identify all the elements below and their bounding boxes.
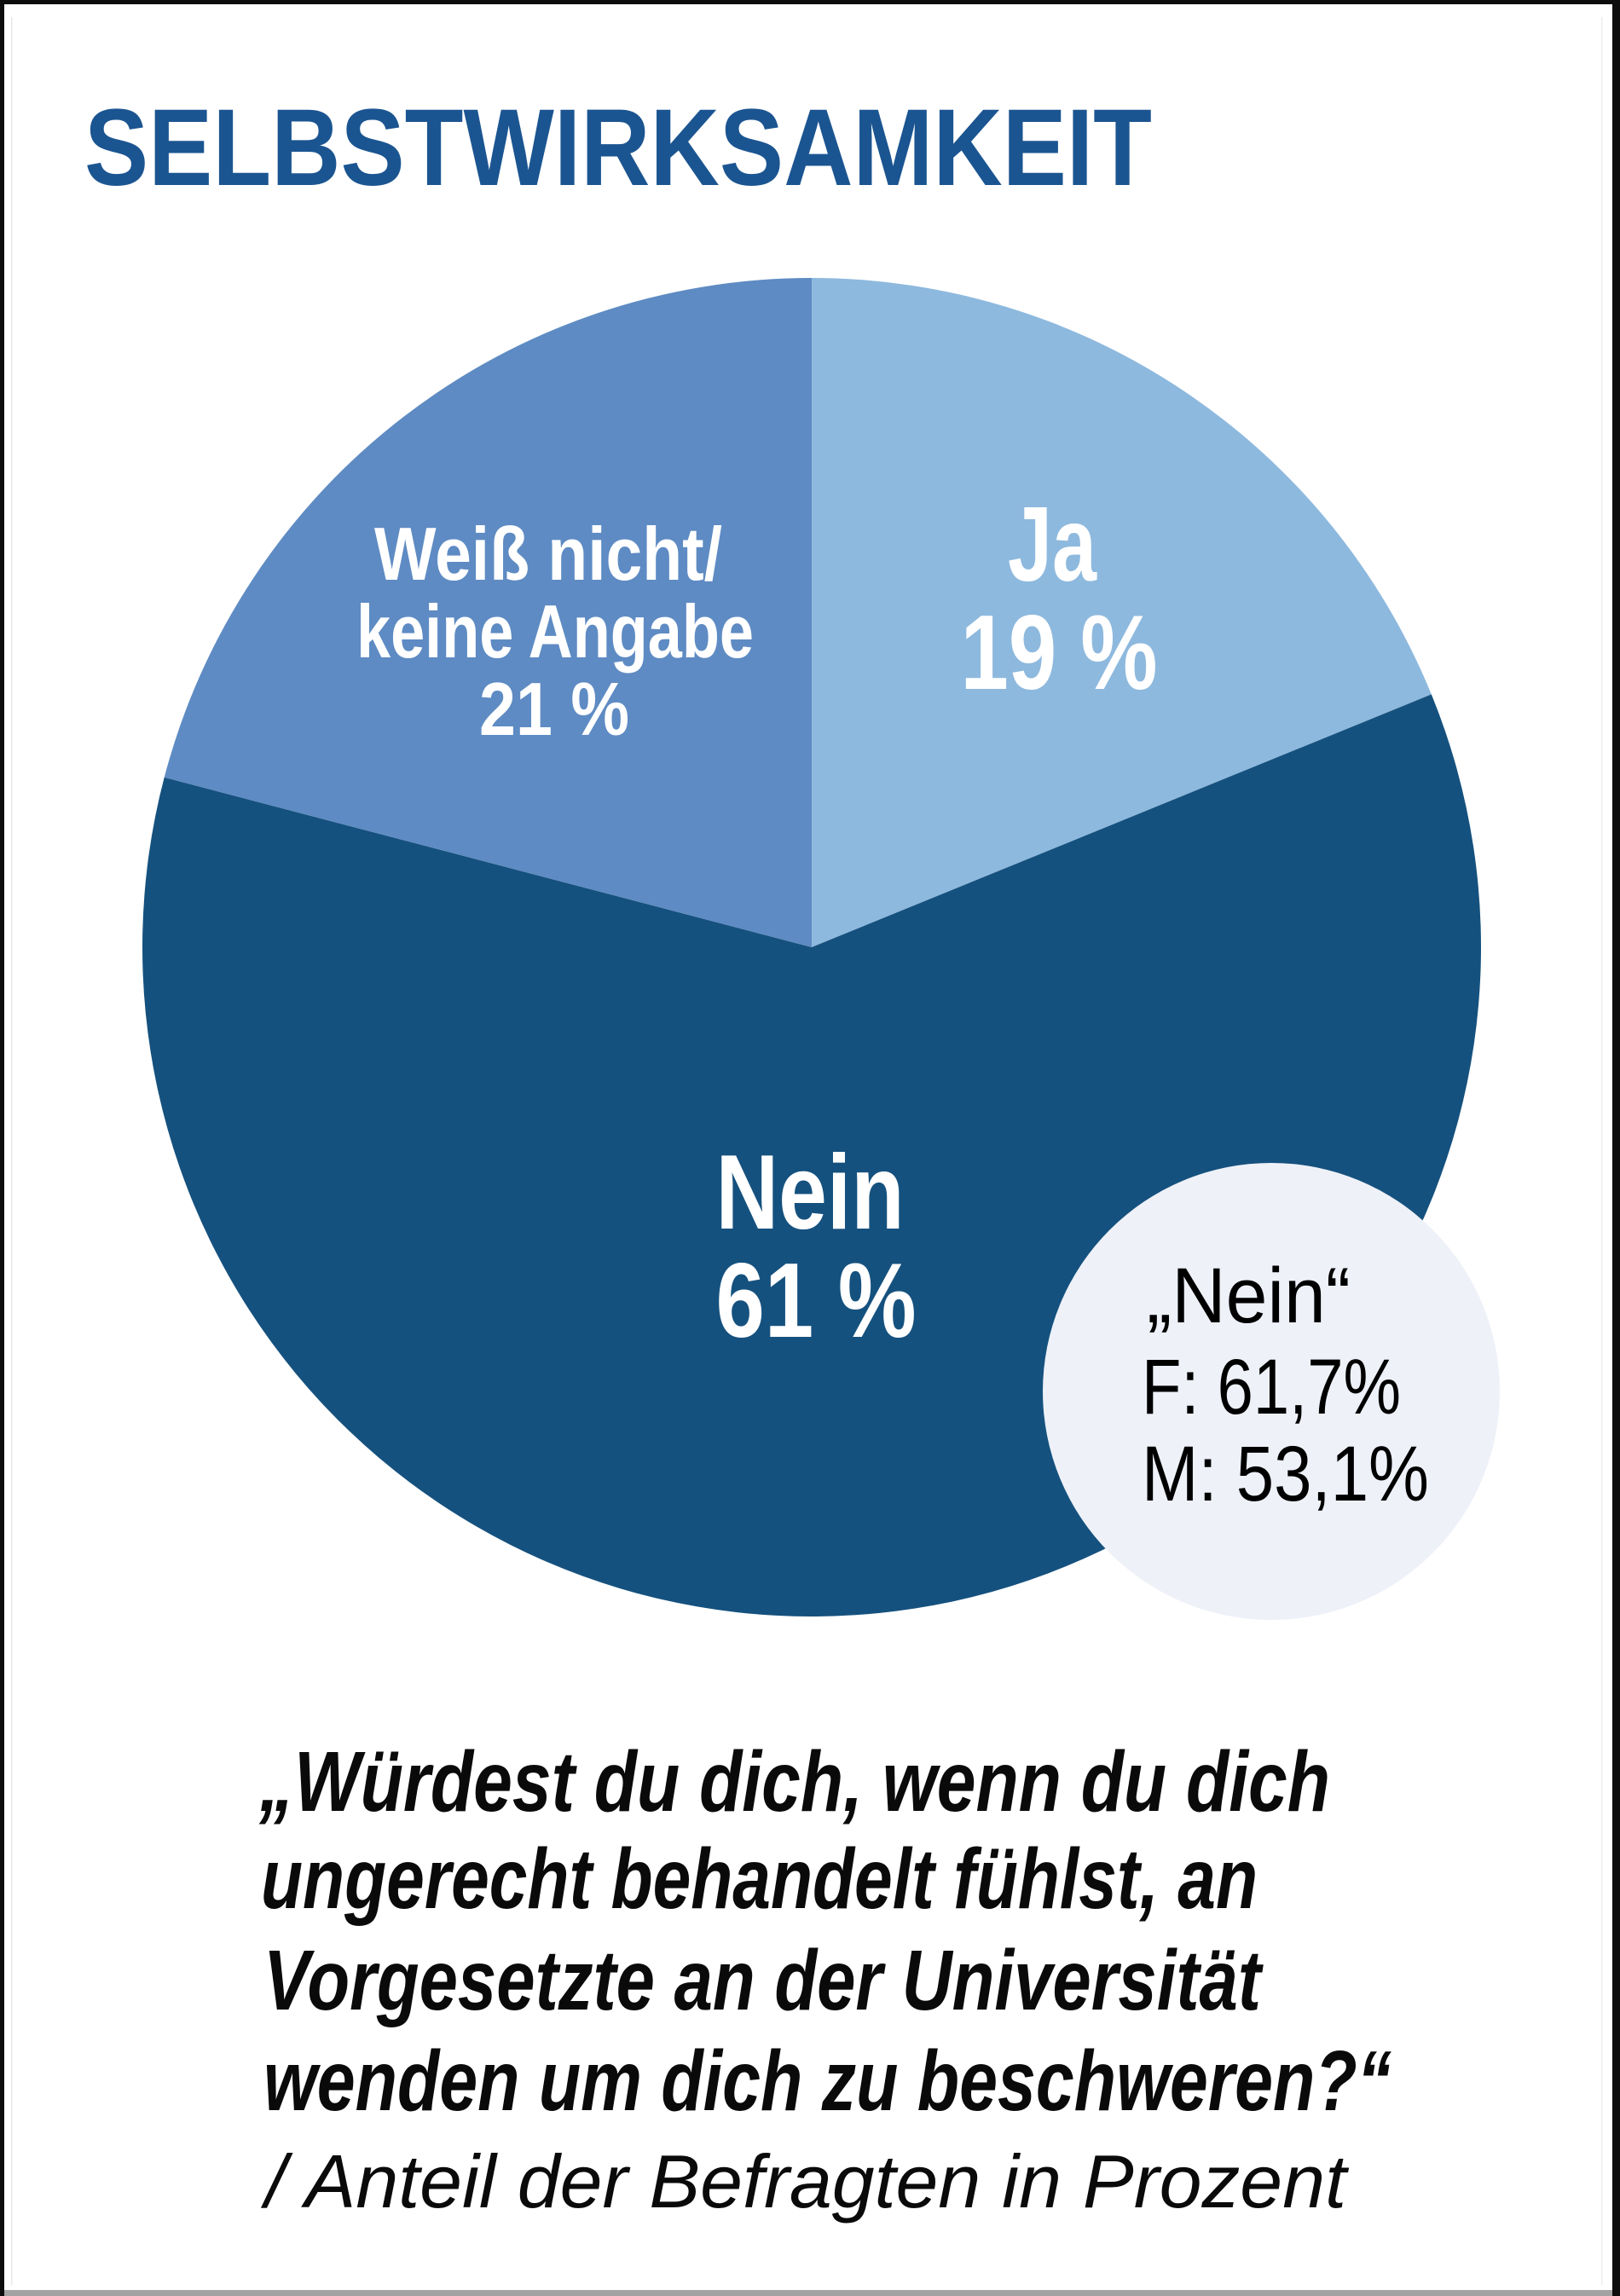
svg-text:F: 61,7%: F: 61,7% <box>1142 1344 1401 1431</box>
svg-text:wenden um dich zu beschweren?“: wenden um dich zu beschweren?“ <box>263 2033 1391 2129</box>
svg-text:„Würdest du dich, wenn du dich: „Würdest du dich, wenn du dich <box>258 1734 1330 1830</box>
svg-text:SELBSTWIRKSAMKEIT: SELBSTWIRKSAMKEIT <box>84 87 1152 209</box>
svg-text:Weiß nicht/: Weiß nicht/ <box>374 512 722 596</box>
svg-text:ungerecht behandelt fühlst, an: ungerecht behandelt fühlst, an <box>261 1831 1258 1927</box>
svg-text:21 %: 21 % <box>479 667 629 751</box>
svg-text:19 %: 19 % <box>961 594 1158 712</box>
svg-text:/ Anteil der Befragten in Proz: / Anteil der Befragten in Prozent <box>261 2139 1350 2224</box>
svg-text:M: 53,1%: M: 53,1% <box>1142 1431 1429 1518</box>
svg-text:„Nein“: „Nein“ <box>1147 1252 1351 1339</box>
svg-text:keine Angabe: keine Angabe <box>356 589 754 674</box>
svg-text:61 %: 61 % <box>716 1242 917 1360</box>
svg-text:Nein: Nein <box>716 1134 905 1252</box>
svg-text:Vorgesetzte an der Universität: Vorgesetzte an der Universität <box>263 1933 1264 2028</box>
svg-text:Ja: Ja <box>1008 486 1097 604</box>
